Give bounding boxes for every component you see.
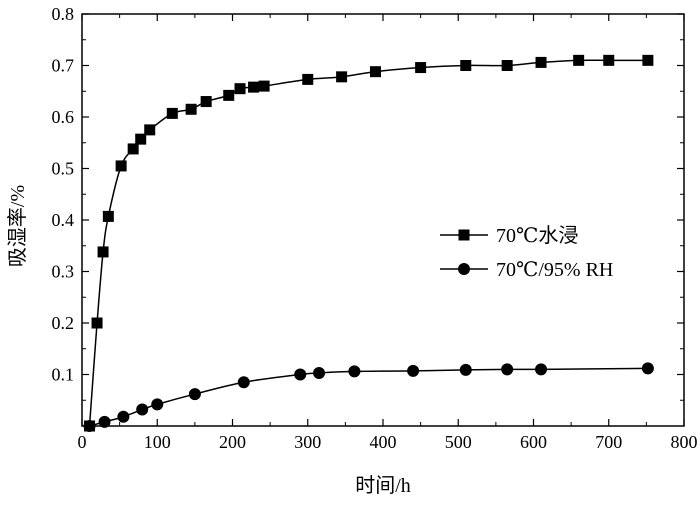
legend-label: 70℃水浸 [496,224,578,247]
circle-point [237,376,250,389]
circle-point [151,398,164,411]
circle-point [117,410,130,423]
square-point [185,103,197,115]
plot-frame [81,13,685,427]
x-tick-label: 500 [445,432,472,452]
series-1 [84,54,654,432]
square-point [144,124,156,136]
circle-point [313,366,326,379]
square-point [223,89,235,101]
square-point [248,81,260,93]
square-point [200,96,212,108]
y-axis-title: 吸湿率/% [6,185,29,267]
circle-point [501,363,514,376]
circle-point [83,420,96,432]
series-layer [83,54,654,432]
square-point [415,62,427,74]
y-tick-label: 0.5 [52,159,75,179]
legend-marker [458,229,470,241]
y-tick-label: 0.1 [52,365,75,385]
circle-point [407,364,420,377]
square-point [302,73,314,85]
square-point [102,210,114,222]
square-point [460,60,472,71]
x-tick-label: 300 [294,432,321,452]
circle-point [459,363,472,376]
legend-marker [458,263,470,275]
y-tick-label: 0.7 [52,56,75,76]
circle-point [136,403,149,416]
square-point [166,107,178,119]
x-axis-title: 时间/h [355,474,411,497]
x-tick-label: 0 [78,432,87,452]
series-line [89,367,648,427]
square-point [603,54,615,66]
circle-point [348,365,361,378]
square-point [127,143,139,155]
square-point [91,317,103,329]
axes-layer [81,13,685,427]
square-point [369,66,381,78]
y-tick-label: 0.6 [52,107,75,127]
x-tick-label: 600 [520,432,547,452]
circle-point [294,368,307,381]
x-tick-label: 100 [144,432,171,452]
x-tick-label: 200 [219,432,246,452]
square-point [258,80,270,92]
square-point [573,54,585,66]
circle-point [98,415,111,428]
y-tick-label: 0.8 [52,4,75,24]
y-tick-label: 0.4 [52,210,75,230]
square-point [642,54,654,66]
legend-label: 70℃/95% RH [496,259,613,281]
x-tick-label: 800 [671,432,698,452]
series-2 [83,362,654,432]
square-point [135,133,147,145]
legend: 70℃水浸 70℃/95% RH [440,224,613,281]
square-point [535,56,547,68]
circle-point [188,388,201,401]
square-point [234,83,246,95]
ticks-layer: 0 100 200 300 400 500 600 700 800 0.1 0.2 0.3 0.4 0.5… [52,4,698,452]
circle-point [535,363,548,376]
square-point [115,160,127,172]
circle-point [641,362,654,375]
x-tick-label: 700 [595,432,622,452]
square-point [97,246,109,258]
y-tick-label: 0.3 [52,262,75,282]
square-point [336,71,348,83]
square-point [501,60,513,71]
x-tick-label: 400 [370,432,397,452]
y-tick-label: 0.2 [52,313,75,333]
